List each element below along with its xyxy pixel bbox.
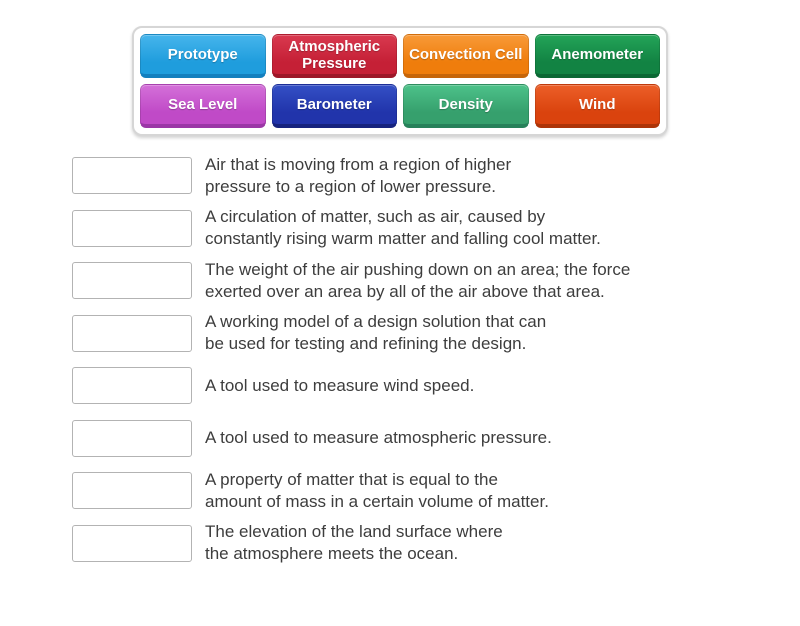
definition-line: The elevation of the land surface where xyxy=(205,522,503,541)
word-tile-prototype[interactable]: Prototype xyxy=(140,34,266,78)
answer-slot[interactable] xyxy=(72,262,192,299)
definition-text: A circulation of matter, such as air, ca… xyxy=(205,206,601,250)
match-row: A working model of a design solution tha… xyxy=(72,312,800,353)
word-tile-wind[interactable]: Wind xyxy=(534,84,660,128)
answer-slot[interactable] xyxy=(72,314,192,352)
definition-text: A property of matter that is equal to th… xyxy=(205,469,549,513)
definition-line: A tool used to measure wind speed. xyxy=(205,375,475,395)
definition-text: Air that is moving from a region of high… xyxy=(205,154,511,198)
match-row: The weight of the air pushing down on an… xyxy=(72,260,800,301)
definition-line: Air that is moving from a region of high… xyxy=(205,154,512,174)
definition-text: A working model of a design solution tha… xyxy=(205,311,546,355)
definition-line: be used for testing and refining the des… xyxy=(205,334,527,353)
word-tile-convection-cell[interactable]: Convection Cell xyxy=(403,34,529,78)
word-bank: Prototype Atmospheric Pressure Convection … xyxy=(132,26,668,136)
definition-line: A property of matter that is equal to th… xyxy=(205,469,498,489)
definition-text: A tool used to measure wind speed. xyxy=(205,375,474,397)
match-row: A circulation of matter, such as air, ca… xyxy=(72,207,800,248)
word-tile-atmospheric-pressure[interactable]: Atmospheric Pressure xyxy=(271,34,397,78)
definition-line: The weight of the air pushing down on an… xyxy=(205,259,631,279)
definition-line: A working model of a design solution tha… xyxy=(205,312,547,331)
answer-slot[interactable] xyxy=(72,524,192,562)
definition-line: A tool used to measure atmospheric press… xyxy=(205,428,552,447)
definition-line: exerted over an area by all of the air a… xyxy=(205,281,605,301)
definition-text: The elevation of the land surface where t… xyxy=(205,521,503,565)
definition-line: pressure to a region of lower pressure. xyxy=(205,176,497,196)
match-row: Air that is moving from a region of high… xyxy=(72,155,800,196)
word-bank-tiles: Prototype Atmospheric Pressure Convection … xyxy=(140,34,660,128)
definition-line: amount of mass in a certain volume of ma… xyxy=(205,491,549,511)
word-tile-barometer[interactable]: Barometer xyxy=(271,84,397,128)
match-row: A tool used to measure atmospheric press… xyxy=(72,419,800,457)
match-row: The elevation of the land surface where t… xyxy=(72,522,800,563)
answer-slot[interactable] xyxy=(72,472,192,509)
word-tile-density[interactable]: Density xyxy=(403,84,529,128)
word-tile-sea-level[interactable]: Sea Level xyxy=(140,84,266,128)
match-list: Air that is moving from a region of high… xyxy=(72,155,800,563)
definition-text: The weight of the air pushing down on an… xyxy=(205,259,630,303)
answer-slot[interactable] xyxy=(72,367,192,404)
word-tile-anemometer[interactable]: Anemometer xyxy=(534,34,660,78)
definition-line: the atmosphere meets the ocean. xyxy=(205,544,459,563)
match-row: A tool used to measure wind speed. xyxy=(72,367,800,404)
definition-text: A tool used to measure atmospheric press… xyxy=(205,427,552,449)
answer-slot[interactable] xyxy=(72,209,192,247)
match-row: A property of matter that is equal to th… xyxy=(72,470,800,511)
answer-slot[interactable] xyxy=(72,419,192,457)
definition-line: A circulation of matter, such as air, ca… xyxy=(205,207,546,226)
definition-line: constantly rising warm matter and fallin… xyxy=(205,229,601,248)
answer-slot[interactable] xyxy=(72,157,192,194)
